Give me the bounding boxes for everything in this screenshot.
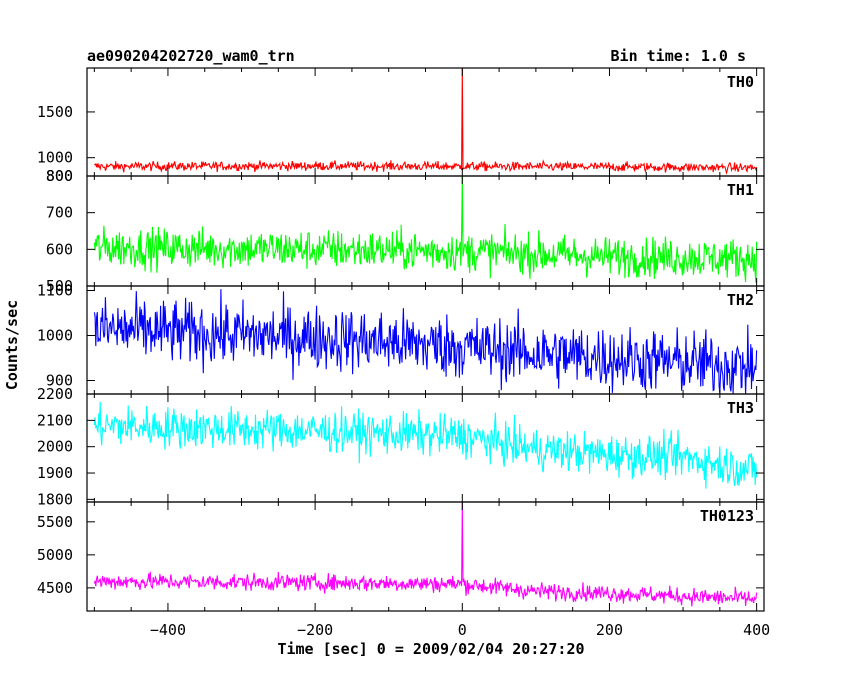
chart-title-right: Bin time: 1.0 s (611, 47, 746, 65)
y-tick-label-th3: 2100 (37, 411, 73, 429)
panel-label-th0: TH0 (727, 73, 754, 91)
y-tick-label-th0123: 5500 (37, 513, 73, 531)
y-tick-label-th2: 1000 (37, 327, 73, 345)
panel-label-th1: TH1 (727, 181, 754, 199)
series-line-th1 (93, 176, 758, 283)
panel-label-th2: TH2 (727, 291, 754, 309)
y-tick-label-th2: 1100 (37, 282, 73, 300)
y-tick-label-th3: 1900 (37, 464, 73, 482)
x-tick-label: −200 (297, 621, 333, 639)
panel-frame-th3 (86, 393, 765, 503)
y-tick-label-th0123: 4500 (37, 579, 73, 597)
x-tick-label: −400 (150, 621, 186, 639)
panel-frame-th1 (86, 175, 765, 287)
panel-label-th0123: TH0123 (700, 507, 754, 525)
y-tick-label-th3: 2200 (37, 385, 73, 403)
panel-label-th3: TH3 (727, 399, 754, 417)
panel-frame-th0 (86, 67, 765, 177)
y-tick-label-th2: 900 (46, 372, 73, 390)
panels-group: TH080010001500TH1500600700800TH290010001… (37, 67, 770, 639)
series-line-th0 (94, 68, 758, 175)
y-tick-label-th1: 800 (46, 167, 73, 185)
series-line-th2 (93, 289, 758, 394)
y-tick-label-th3: 1800 (37, 490, 73, 508)
y-tick-label-th3: 2000 (37, 438, 73, 456)
y-tick-label-th0123: 5000 (37, 546, 73, 564)
series-line-th0123 (93, 502, 758, 607)
chart-title-left: ae090204202720_wam0_trn (87, 47, 295, 65)
y-axis-label: Counts/sec (3, 300, 21, 390)
y-tick-label-th0: 1000 (37, 149, 73, 167)
series-line-th3 (93, 401, 758, 489)
y-tick-label-th0: 1500 (37, 103, 73, 121)
y-tick-label-th1: 600 (46, 240, 73, 258)
y-tick-label-th1: 700 (46, 204, 73, 222)
x-axis-label: Time [sec] 0 = 2009/02/04 20:27:20 (277, 640, 584, 658)
x-tick-label: 200 (596, 621, 623, 639)
x-tick-label: 0 (458, 621, 467, 639)
y-tick-label-th0: 800 (46, 167, 73, 185)
y-tick-label-th1: 500 (46, 277, 73, 295)
x-tick-label: 400 (743, 621, 770, 639)
